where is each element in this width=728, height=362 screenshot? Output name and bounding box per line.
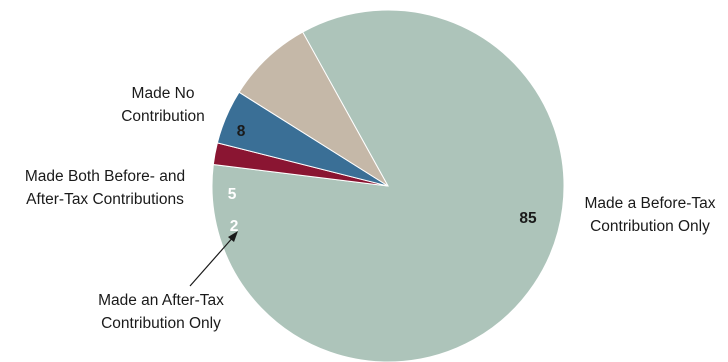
pie-slice-before-tax-only xyxy=(211,9,565,362)
slice-label-both-before-after-tax-line-1: Made Both Before- and xyxy=(25,168,185,185)
value-label-before-tax-only: 85 xyxy=(519,210,537,227)
slice-label-both-before-after-tax-line-2: After-Tax Contributions xyxy=(26,191,184,208)
value-label-after-tax-only: 2 xyxy=(230,218,239,235)
value-label-both-before-after-tax: 5 xyxy=(228,186,237,203)
slice-label-no-contribution-line-2: Contribution xyxy=(121,108,205,125)
after-tax-leader-arrow xyxy=(189,231,238,287)
pie-slice-no-contribution xyxy=(238,31,389,187)
slice-label-after-tax-only-line-1: Made an After-Tax xyxy=(98,292,224,309)
slice-label-before-tax-only-line-1: Made a Before-Tax xyxy=(585,195,716,212)
slice-label-no-contribution-line-1: Made No xyxy=(132,85,195,102)
slice-label-after-tax-only-line-2: Contribution Only xyxy=(101,315,221,332)
value-label-no-contribution: 8 xyxy=(237,123,246,140)
slice-label-before-tax-only-line-2: Contribution Only xyxy=(590,218,710,235)
